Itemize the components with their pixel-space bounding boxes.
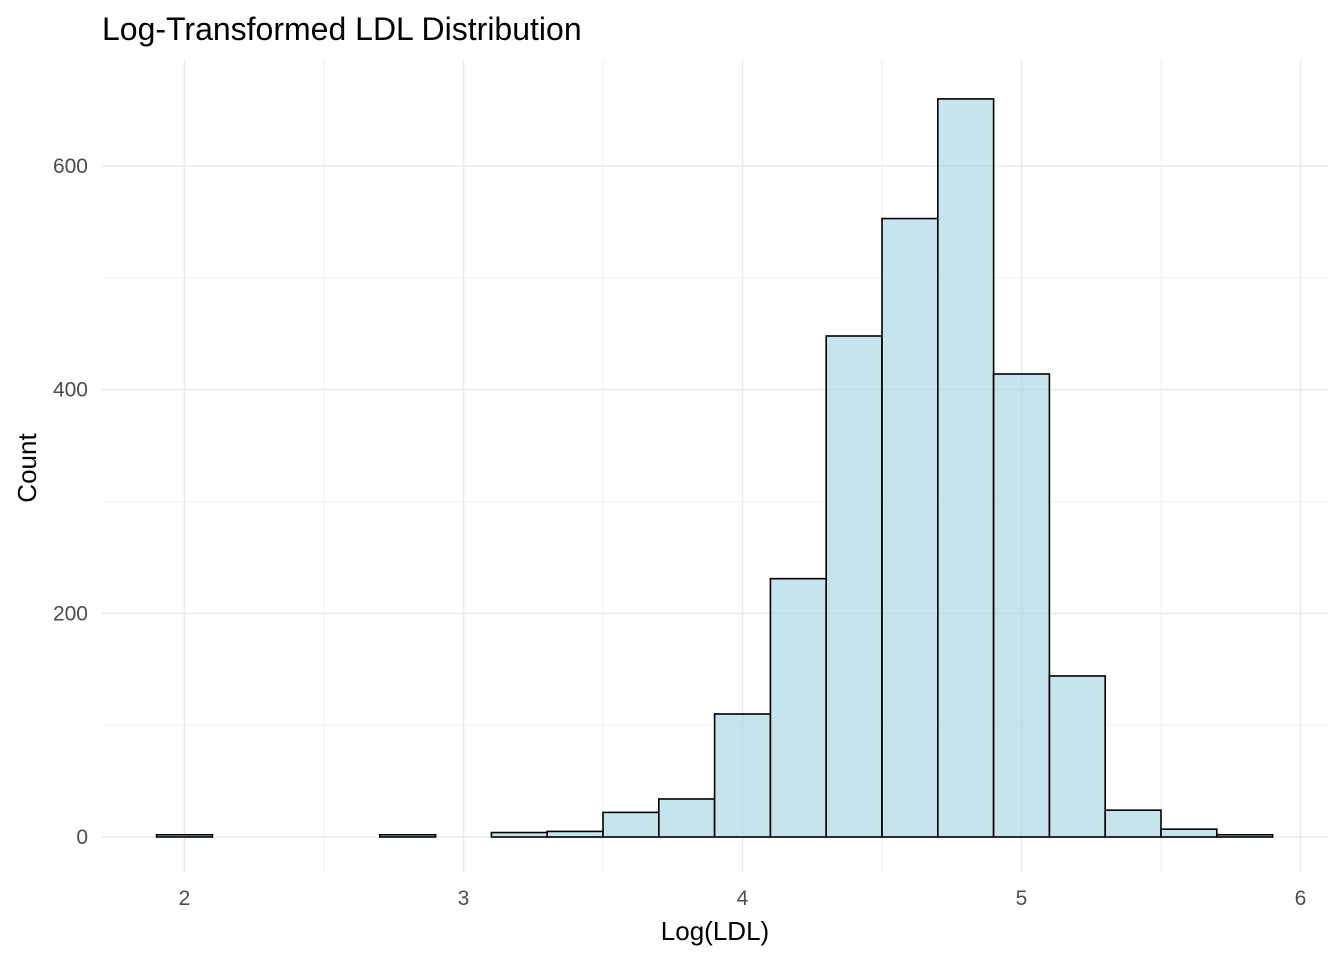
histogram-bar bbox=[992, 373, 1051, 838]
histogram-bar bbox=[155, 833, 214, 838]
histogram-bar bbox=[1104, 809, 1162, 838]
x-tick-label: 6 bbox=[1295, 887, 1307, 910]
y-tick-label: 600 bbox=[53, 155, 88, 178]
histogram-bar bbox=[490, 831, 548, 838]
histogram-bar bbox=[769, 577, 828, 838]
x-tick-label: 4 bbox=[737, 887, 749, 910]
histogram-bars bbox=[155, 98, 1274, 838]
y-tick-label: 200 bbox=[53, 602, 88, 625]
histogram-bar bbox=[1048, 675, 1107, 838]
y-axis-title: Count bbox=[12, 433, 42, 503]
histogram-bar bbox=[657, 798, 716, 838]
histogram-bar bbox=[713, 713, 772, 838]
y-tick-label: 400 bbox=[53, 379, 88, 402]
y-axis-ticks: 0 200 400 600 bbox=[53, 155, 88, 849]
chart-title: Log-Transformed LDL Distribution bbox=[102, 11, 582, 47]
x-tick-label: 5 bbox=[1016, 887, 1028, 910]
histogram-bar bbox=[602, 811, 660, 838]
histogram-bar bbox=[1216, 833, 1274, 838]
histogram-bar bbox=[936, 98, 995, 838]
histogram-bar bbox=[546, 830, 604, 838]
x-tick-label: 3 bbox=[458, 887, 470, 910]
y-tick-label: 0 bbox=[76, 826, 88, 849]
x-tick-label: 2 bbox=[179, 887, 191, 910]
histogram-bar bbox=[378, 833, 437, 838]
histogram-bar bbox=[825, 335, 883, 838]
x-axis-ticks: 2 3 4 5 6 bbox=[179, 887, 1307, 910]
histogram-bar bbox=[881, 217, 939, 838]
x-axis-title: Log(LDL) bbox=[661, 916, 769, 946]
histogram-bar bbox=[1160, 828, 1218, 838]
